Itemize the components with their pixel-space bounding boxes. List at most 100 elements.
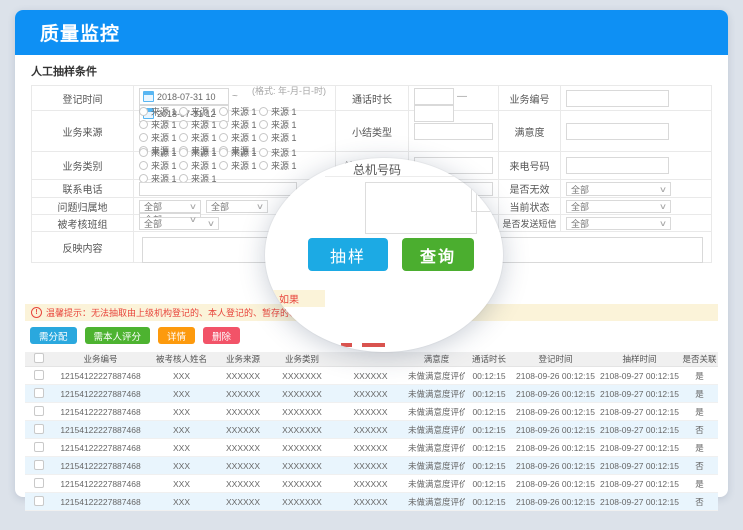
checkbox-option[interactable]: 来源 1	[259, 159, 299, 172]
checkbox-icon[interactable]	[259, 107, 268, 116]
assessed-team-select[interactable]: 全部 ∨	[139, 217, 219, 230]
chevron-down-icon: ∨	[658, 202, 668, 211]
query-button-magnified[interactable]: 查询	[402, 238, 474, 271]
calendar-icon[interactable]	[143, 91, 154, 102]
assign-button[interactable]: 需分配	[30, 327, 77, 344]
checkbox-option[interactable]: 来源 1	[179, 131, 219, 144]
checkbox-icon[interactable]	[259, 133, 268, 142]
checkbox-icon[interactable]	[219, 120, 228, 129]
checkbox-option[interactable]: 来源 1	[219, 131, 259, 144]
table-cell: XXXXXX	[215, 492, 271, 511]
current-status-select[interactable]: 全部 ∨	[566, 200, 671, 213]
call-duration-to-input[interactable]	[414, 105, 454, 122]
checkbox-icon[interactable]	[179, 107, 188, 116]
checkbox-option-label: 来源 1	[151, 161, 177, 171]
problem-region-select-1[interactable]: 全部 ∨	[139, 200, 201, 213]
row-select-cell	[25, 384, 53, 403]
checkbox-icon[interactable]	[139, 133, 148, 142]
feedback-content-label: 反映内容	[32, 232, 134, 262]
warning-icon: !	[31, 307, 42, 318]
checkbox-option[interactable]: 来源 1	[179, 159, 219, 172]
checkbox-icon[interactable]	[219, 107, 228, 116]
call-duration-from-input[interactable]	[414, 88, 454, 105]
checkbox-icon[interactable]	[219, 133, 228, 142]
row-checkbox[interactable]	[34, 423, 44, 434]
business-record-table: 业务编号 被考核人姓名 业务来源 业务类别 满意度 通话时长 登记时间 抽样时间 是否关联 12…	[25, 352, 718, 511]
row-checkbox[interactable]	[34, 441, 44, 452]
checkbox-icon[interactable]	[259, 161, 268, 170]
checkbox-option[interactable]: 来源 1	[219, 159, 259, 172]
checkbox-icon[interactable]	[219, 161, 228, 170]
table-cell: 2108-09-26 00:12:15	[513, 366, 598, 385]
row-checkbox[interactable]	[34, 369, 44, 380]
checkbox-option[interactable]: 来源 1	[219, 118, 259, 131]
checkbox-icon[interactable]	[139, 161, 148, 170]
table-cell: XXX	[148, 492, 215, 511]
table-row: 12154122227887468 XXX XXXXXX XXXXXXX XXXXXX 未…	[25, 366, 718, 385]
checkbox-icon[interactable]	[259, 120, 268, 129]
caller-no-input[interactable]	[566, 157, 669, 174]
register-time-from-input[interactable]: 2018-07-31 10	[139, 88, 229, 105]
checkbox-icon[interactable]	[179, 148, 188, 157]
delete-button[interactable]: 删除	[203, 327, 241, 344]
checkbox-icon[interactable]	[179, 133, 188, 142]
detail-button[interactable]: 详情	[158, 327, 196, 344]
column-header: 是否关联	[681, 352, 718, 367]
business-no-label: 业务编号	[499, 86, 561, 110]
satisfaction-input[interactable]	[566, 122, 669, 140]
checkbox-option[interactable]: 来源 1	[259, 146, 299, 159]
checkbox-option[interactable]: 来源 1	[179, 118, 219, 131]
checkbox-icon[interactable]	[179, 161, 188, 170]
checkbox-option-label: 来源 1	[271, 148, 297, 158]
checkbox-icon[interactable]	[139, 120, 148, 129]
checkbox-option[interactable]: 来源 1	[179, 105, 219, 118]
row-checkbox[interactable]	[34, 405, 44, 416]
business-no-input[interactable]	[566, 89, 669, 107]
checkbox-option[interactable]: 来源 1	[259, 118, 299, 131]
column-header: 通话时长	[465, 352, 513, 367]
send-sms-select[interactable]: 全部 ∨	[566, 217, 671, 230]
checkbox-option[interactable]: 来源 1	[259, 131, 299, 144]
checkbox-icon[interactable]	[259, 148, 268, 157]
row-checkbox[interactable]	[34, 477, 44, 488]
checkbox-icon[interactable]	[179, 120, 188, 129]
register-time-from-value: 2018-07-31 10	[157, 91, 216, 102]
checkbox-option[interactable]: 来源 1	[179, 146, 219, 159]
lens-switchboard-label-fragment: 总机号码	[353, 163, 402, 177]
checkbox-option[interactable]: 来源 1	[219, 146, 259, 159]
checkbox-option[interactable]: 来源 1	[139, 159, 179, 172]
checkbox-icon[interactable]	[139, 148, 148, 157]
table-cell: 00:12:15	[465, 474, 513, 493]
table-cell: 2108-09-27 00:12:15	[598, 420, 681, 439]
row-checkbox[interactable]	[34, 459, 44, 470]
send-sms-field: 全部 ∨	[561, 215, 711, 231]
problem-region-select-2[interactable]: 全部 ∨	[206, 200, 268, 213]
table-cell: XXXXXX	[333, 492, 408, 511]
row-checkbox[interactable]	[34, 495, 44, 506]
is-invalid-select[interactable]: 全部 ∨	[566, 182, 671, 196]
checkbox-icon[interactable]	[139, 107, 148, 116]
checkbox-option[interactable]: 来源 1	[219, 105, 259, 118]
table-header-row: 业务编号 被考核人姓名 业务来源 业务类别 满意度 通话时长 登记时间 抽样时间 是否关联	[25, 352, 718, 367]
self-score-button[interactable]: 需本人评分	[84, 327, 151, 344]
table-cell: 2108-09-27 00:12:15	[598, 438, 681, 457]
chevron-down-icon: ∨	[206, 219, 216, 228]
select-all-checkbox[interactable]	[34, 353, 44, 363]
row-checkbox[interactable]	[34, 387, 44, 398]
table-cell: 未做满意度评价	[408, 420, 465, 439]
sample-button-magnified[interactable]: 抽样	[308, 238, 388, 271]
checkbox-icon[interactable]	[219, 148, 228, 157]
checkbox-option[interactable]: 来源 1	[139, 118, 179, 131]
table-cell: XXXXXX	[333, 456, 408, 475]
column-header: 满意度	[408, 352, 465, 367]
table-cell: 00:12:15	[465, 492, 513, 511]
checkbox-option[interactable]: 来源 1	[139, 131, 179, 144]
checkbox-option[interactable]: 来源 1	[139, 105, 179, 118]
checkbox-option[interactable]: 来源 1	[139, 146, 179, 159]
summary-type-input[interactable]	[414, 122, 493, 140]
checkbox-option-label: 来源 1	[191, 148, 217, 158]
table-cell: 否	[681, 420, 718, 439]
checkbox-option[interactable]: 来源 1	[259, 105, 299, 118]
table-cell: 是	[681, 384, 718, 403]
lens-notice-fragment: ，如果	[265, 290, 325, 307]
